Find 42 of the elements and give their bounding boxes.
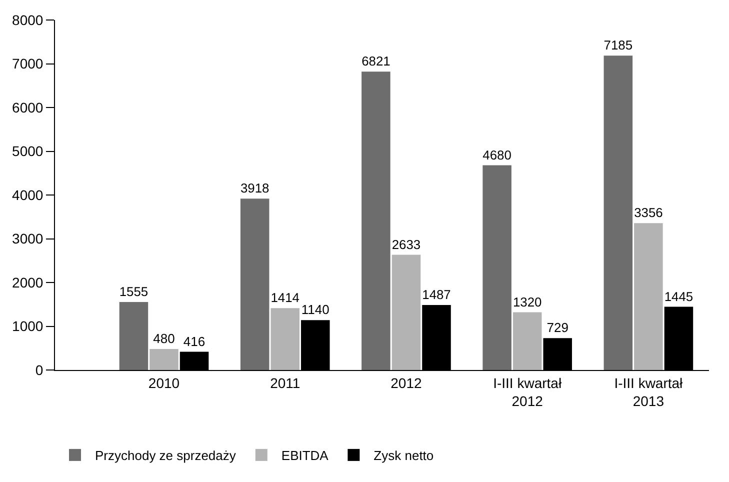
- data-label: 1555: [119, 284, 148, 299]
- legend-label: EBITDA: [281, 448, 329, 464]
- legend-label: Przychody ze sprzedaży: [95, 448, 236, 464]
- legend-label: Zysk netto: [374, 448, 434, 464]
- bar: [150, 349, 178, 370]
- bar: [604, 56, 633, 370]
- data-label: 7185: [604, 38, 633, 53]
- bar: [512, 312, 542, 370]
- y-tick-label: 8000: [12, 12, 44, 28]
- data-label: 6821: [362, 54, 390, 69]
- bar: [482, 165, 512, 370]
- bar: [270, 308, 300, 370]
- data-label: 4680: [482, 147, 512, 162]
- y-tick-label: 5000: [12, 143, 44, 160]
- y-tick-label: 6000: [12, 99, 44, 116]
- x-tick-label: 2012: [390, 374, 422, 391]
- bar: [634, 223, 663, 370]
- data-label: 1320: [512, 294, 542, 310]
- data-label: 1414: [270, 290, 300, 306]
- bar: [362, 72, 390, 370]
- x-tick-label: I-III kwartał 2012: [493, 374, 562, 409]
- x-tick-label: 2011: [270, 374, 300, 391]
- data-label: 3356: [634, 205, 663, 220]
- y-tick-label: 7000: [12, 56, 44, 72]
- bar: [240, 198, 270, 370]
- data-label: 1487: [422, 286, 451, 302]
- data-label: 1445: [664, 288, 694, 304]
- x-tick-label: I-III kwartał 2013: [614, 374, 684, 409]
- data-label: 416: [183, 334, 206, 349]
- data-label: 1140: [301, 302, 330, 318]
- y-tick-label: 3000: [12, 230, 44, 247]
- data-label: 729: [546, 320, 568, 336]
- y-tick-label: 1000: [12, 318, 44, 334]
- data-label: 2633: [392, 236, 421, 252]
- bar: [392, 254, 421, 370]
- x-tick-label: 2010: [148, 374, 180, 391]
- y-tick-label: 4000: [12, 186, 44, 203]
- bar: [119, 302, 148, 370]
- y-tick-label: 0: [35, 362, 44, 378]
- y-tick-label: 2000: [12, 274, 44, 290]
- data-label: 480: [153, 331, 175, 346]
- data-label: 3918: [240, 180, 270, 196]
